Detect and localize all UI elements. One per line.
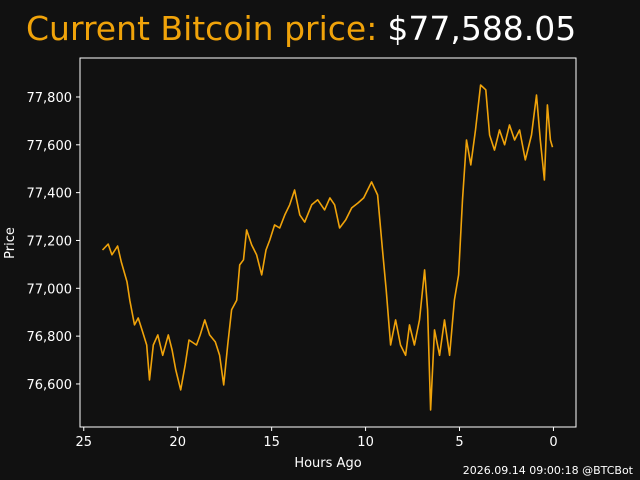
x-tick-label: 0: [549, 435, 557, 450]
y-axis-label: Price: [3, 227, 18, 259]
x-axis-label: Hours Ago: [294, 456, 361, 471]
x-tick-label: 15: [263, 435, 280, 450]
plot-frame: [79, 57, 577, 428]
x-tick-label: 25: [75, 435, 92, 450]
footer: 2026.09.14 09:00:18 @BTCBot: [463, 464, 634, 477]
chart-title: Current Bitcoin price: $77,588.05: [26, 9, 576, 48]
y-tick-label: 77,600: [27, 139, 73, 154]
title: Current Bitcoin price:: [26, 9, 377, 48]
y-tick-label: 77,200: [27, 234, 73, 249]
x-tick-label: 20: [169, 435, 186, 450]
price-line: [101, 84, 554, 411]
x-tick-label: 10: [357, 435, 374, 450]
y-tick-label: 77,800: [27, 91, 73, 106]
y-tick-label: 76,600: [27, 378, 73, 393]
x-tick-label: 5: [455, 435, 463, 450]
y-tick-label: 76,800: [27, 330, 73, 345]
y-tick-label: 77,400: [27, 187, 73, 202]
current-price: $77,588.05: [387, 9, 576, 48]
y-tick-label: 77,000: [27, 282, 73, 297]
